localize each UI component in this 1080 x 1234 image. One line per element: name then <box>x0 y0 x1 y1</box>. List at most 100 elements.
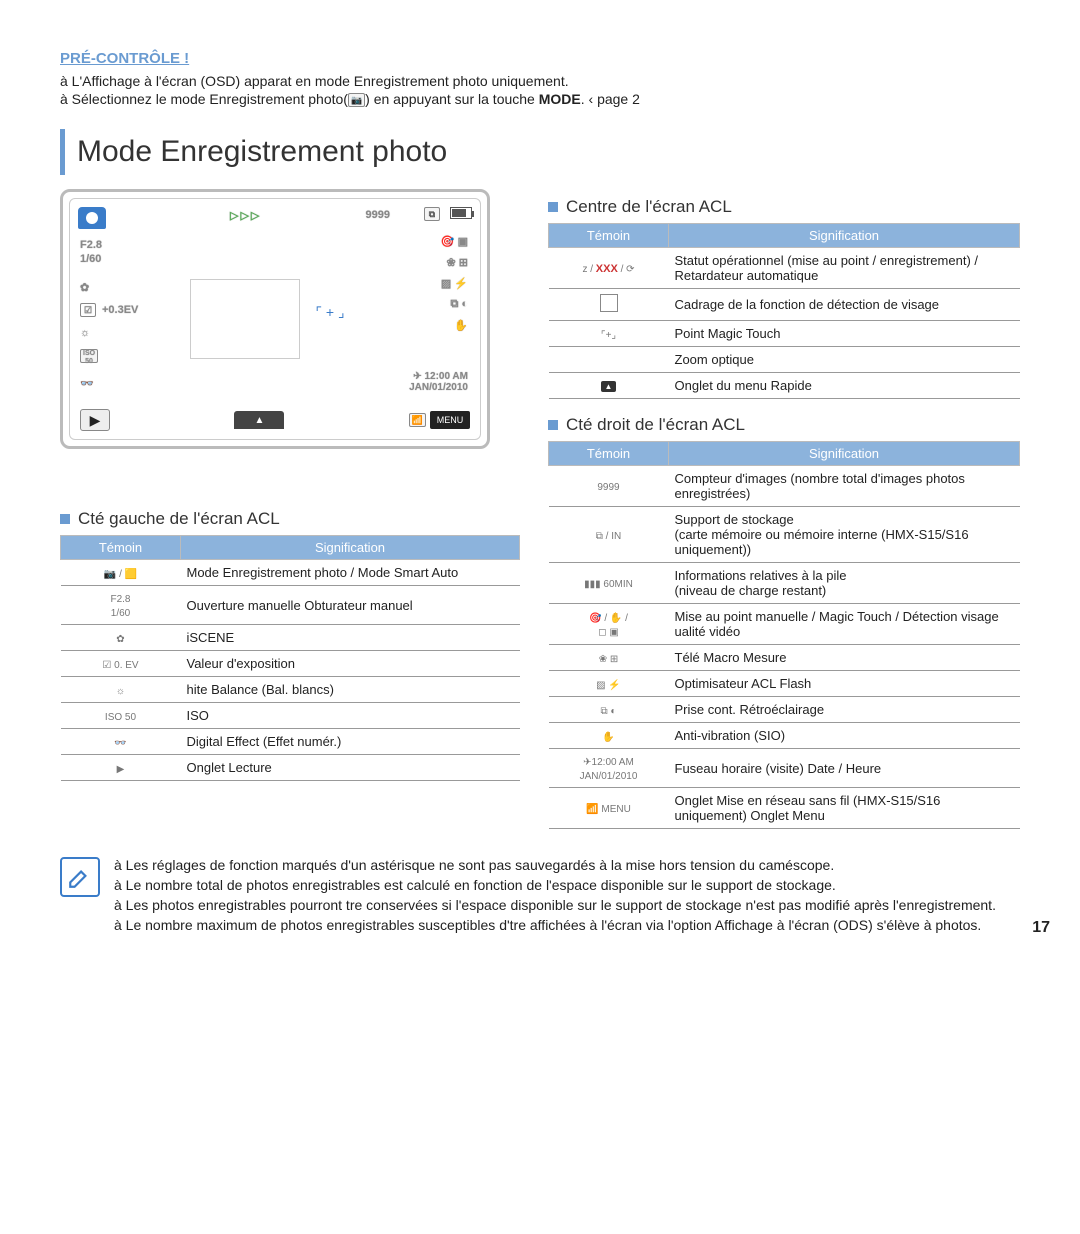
table-row: Zoom optique <box>549 347 1020 373</box>
main-columns: ▷▷▷ 9999 ⧉ F2.8 1/60 ✿ ☑ +0.3EV ☼ <box>60 189 1020 829</box>
r-icon-1: 🎯 ▣ <box>441 235 468 248</box>
temoin-cell <box>549 347 669 373</box>
wb-icon: ☼ <box>80 327 90 339</box>
left-section-title: Cté gauche de l'écran ACL <box>60 509 520 529</box>
precontrol-line2: à Sélectionnez le mode Enregistrement ph… <box>60 91 1020 107</box>
signification-cell: Cadrage de la fonction de détection de v… <box>669 289 1020 321</box>
note-icon <box>60 857 100 897</box>
th-temoin: Témoin <box>61 536 181 560</box>
r-icon-3: ▨ ⚡ <box>441 277 468 290</box>
temoin-cell: ▲ <box>549 373 669 399</box>
center-section-title: Centre de l'écran ACL <box>548 197 1020 217</box>
r-icon-5: ✋ <box>454 319 468 332</box>
signification-cell: Ouverture manuelle Obturateur manuel <box>181 586 520 625</box>
table-row: 📶 MENUOnglet Mise en réseau sans fil (HM… <box>549 788 1020 829</box>
table-row: ✈12:00 AM JAN/01/2010Fuseau horaire (vis… <box>549 749 1020 788</box>
signification-cell: Zoom optique <box>669 347 1020 373</box>
note-item: à Le nombre maximum de photos enregistra… <box>114 917 996 933</box>
note-item: à Les réglages de fonction marqués d'un … <box>114 857 996 873</box>
table-row: ✋Anti-vibration (SIO) <box>549 723 1020 749</box>
temoin-cell: F2.8 1/60 <box>61 586 181 625</box>
lcd-date: JAN/01/2010 <box>409 382 468 393</box>
left-column: ▷▷▷ 9999 ⧉ F2.8 1/60 ✿ ☑ +0.3EV ☼ <box>60 189 520 781</box>
signification-cell: Mise au point manuelle / Magic Touch / D… <box>669 604 1020 645</box>
lcd-bottom-bar: ▶ ▲ 📶 MENU <box>76 407 474 433</box>
temoin-cell: 9999 <box>549 466 669 507</box>
temoin-cell: ⌜+⌟ <box>549 321 669 347</box>
shutter: 1/60 <box>80 253 101 265</box>
precontrol-title: PRÉ-CONTRÔLE ! <box>60 50 1020 67</box>
table-row: z / XXX / ⟳Statut opérationnel (mise au … <box>549 248 1020 289</box>
signification-cell: Informations relatives à la pile (niveau… <box>669 563 1020 604</box>
signification-cell: Support de stockage (carte mémoire ou mé… <box>669 507 1020 563</box>
fvalue: F2.8 <box>80 239 102 251</box>
temoin-cell: 🎯 / ✋ / ◻ ▣ <box>549 604 669 645</box>
temoin-cell: ☑ 0. EV <box>61 651 181 677</box>
signification-cell: hite Balance (Bal. blancs) <box>181 677 520 703</box>
th-temoin: Témoin <box>549 224 669 248</box>
signification-cell: Optimisateur ACL Flash <box>669 671 1020 697</box>
right-table: Témoin Signification 9999Compteur d'imag… <box>548 441 1020 829</box>
precontrol-line1: à L'Affichage à l'écran (OSD) apparat en… <box>60 73 1020 89</box>
temoin-cell: ❀ ⊞ <box>549 645 669 671</box>
signification-cell: ISO <box>181 703 520 729</box>
lcd-inner: ▷▷▷ 9999 ⧉ F2.8 1/60 ✿ ☑ +0.3EV ☼ <box>69 198 481 440</box>
signification-cell: Télé Macro Mesure <box>669 645 1020 671</box>
camera-lcd: ▷▷▷ 9999 ⧉ F2.8 1/60 ✿ ☑ +0.3EV ☼ <box>60 189 490 449</box>
table-row: ❀ ⊞Télé Macro Mesure <box>549 645 1020 671</box>
temoin-cell: 📷 / 🟨 <box>61 560 181 586</box>
temoin-cell: ▮▮▮ 60MIN <box>549 563 669 604</box>
precontrol-line2a: à Sélectionnez le mode Enregistrement ph… <box>60 91 348 107</box>
quick-menu-tab-icon: ▲ <box>234 411 284 429</box>
note-item: à Les photos enregistrables pourront tre… <box>114 897 996 913</box>
temoin-cell: ✋ <box>549 723 669 749</box>
table-row: ⧉ / INSupport de stockage (carte mémoire… <box>549 507 1020 563</box>
table-row: ▲Onglet du menu Rapide <box>549 373 1020 399</box>
temoin-cell: z / XXX / ⟳ <box>549 248 669 289</box>
page-heading-block: Mode Enregistrement photo <box>60 129 1020 175</box>
temoin-cell: ▨ ⚡ <box>549 671 669 697</box>
r-icon-4: ⧉ ◐ <box>450 298 468 311</box>
pencil-note-icon <box>67 864 93 890</box>
note-item: à Le nombre total de photos enregistrabl… <box>114 877 996 893</box>
temoin-cell: ⧉ / IN <box>549 507 669 563</box>
table-row: ☑ 0. EVValeur d'exposition <box>61 651 520 677</box>
table-row: F2.8 1/60Ouverture manuelle Obturateur m… <box>61 586 520 625</box>
temoin-cell: 👓 <box>61 729 181 755</box>
signification-cell: Onglet Mise en réseau sans fil (HMX-S15/… <box>669 788 1020 829</box>
table-row: 📷 / 🟨Mode Enregistrement photo / Mode Sm… <box>61 560 520 586</box>
precontrol-mode-word: MODE <box>539 91 581 107</box>
signification-cell: Statut opérationnel (mise au point / enr… <box>669 248 1020 289</box>
signification-cell: Onglet Lecture <box>181 755 520 781</box>
signification-cell: iSCENE <box>181 625 520 651</box>
magic-touch-point: ⌜ + ⌟ <box>310 304 350 334</box>
battery-icon <box>450 207 472 219</box>
right-section-title: Cté droit de l'écran ACL <box>548 415 1020 435</box>
temoin-cell <box>549 289 669 321</box>
storage-card-icon: ⧉ <box>424 207 440 221</box>
table-row: ▮▮▮ 60MINInformations relatives à la pil… <box>549 563 1020 604</box>
temoin-cell: ✈12:00 AM JAN/01/2010 <box>549 749 669 788</box>
lcd-time: ✈ 12:00 AM <box>413 371 468 382</box>
temoin-cell: 📶 MENU <box>549 788 669 829</box>
iso-icon: ISO50 <box>80 349 98 363</box>
table-row: ▶Onglet Lecture <box>61 755 520 781</box>
play-triangles: ▷▷▷ <box>230 209 261 222</box>
temoin-cell: ☼ <box>61 677 181 703</box>
right-column: Centre de l'écran ACL Témoin Significati… <box>548 189 1020 829</box>
effect-icon: 👓 <box>80 377 94 390</box>
left-table: Témoin Signification 📷 / 🟨Mode Enregistr… <box>60 535 520 781</box>
notes-block: à Les réglages de fonction marqués d'un … <box>60 857 1020 937</box>
precontrol-line2b: ) en appuyant sur la touche <box>365 91 539 107</box>
ev-value: +0.3EV <box>102 304 138 316</box>
signification-cell: Anti-vibration (SIO) <box>669 723 1020 749</box>
table-row: ▨ ⚡Optimisateur ACL Flash <box>549 671 1020 697</box>
signification-cell: Compteur d'images (nombre total d'images… <box>669 466 1020 507</box>
signification-cell: Mode Enregistrement photo / Mode Smart A… <box>181 560 520 586</box>
page-number: 17 <box>1032 919 1050 937</box>
table-row: ⌜+⌟Point Magic Touch <box>549 321 1020 347</box>
table-row: 🎯 / ✋ / ◻ ▣Mise au point manuelle / Magi… <box>549 604 1020 645</box>
table-row: ISO 50ISO <box>61 703 520 729</box>
table-row: ✿iSCENE <box>61 625 520 651</box>
temoin-cell: ▶ <box>61 755 181 781</box>
